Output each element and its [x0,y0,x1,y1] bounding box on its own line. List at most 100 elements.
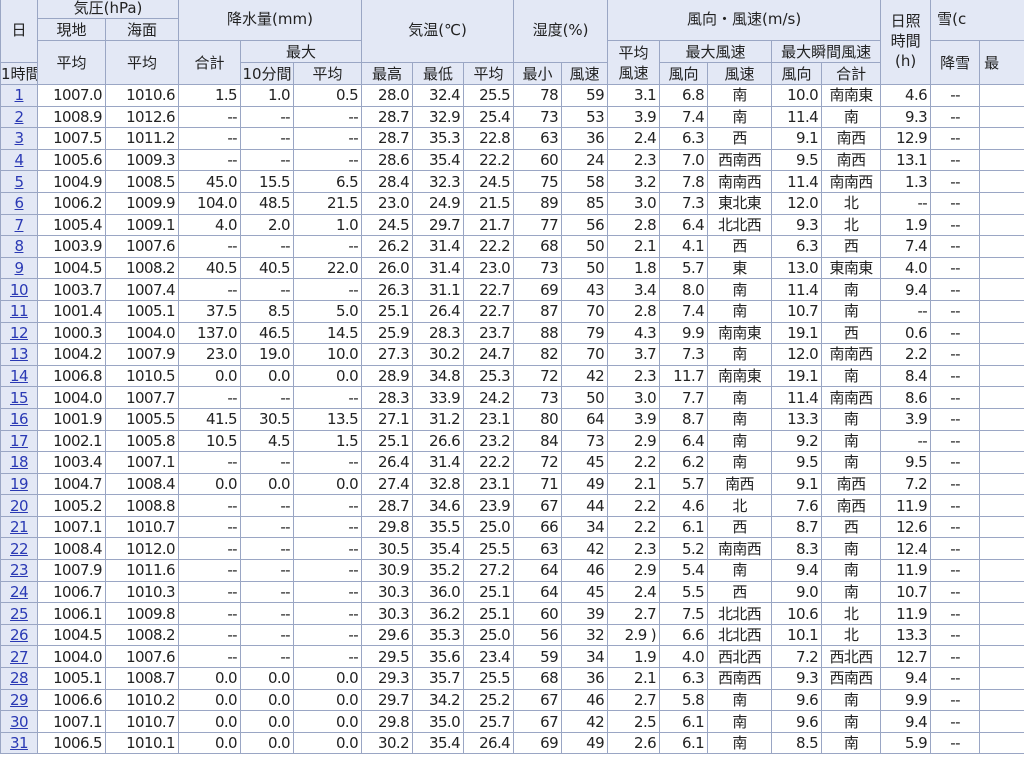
day-link[interactable]: 10 [10,280,28,299]
header-temp-min: 最低 [412,62,465,85]
cell-humidity-avg: 67 [513,688,563,712]
day-link[interactable]: 7 [14,215,25,234]
day-link[interactable]: 6 [14,194,25,213]
day-link[interactable]: 29 [10,690,28,709]
header-day: 日 [0,0,38,63]
cell-wind-avg-speed: 3.0 [607,386,661,409]
day-link[interactable]: 17 [10,431,28,450]
cell-wind-gust-speed: 11.4 [771,278,823,301]
day-link[interactable]: 2 [14,107,25,126]
cell-wind-max-direction: 西 [707,127,773,150]
day-link[interactable]: 3 [14,129,25,148]
cell-wind-max-speed: 6.3 [659,127,709,150]
cell-day: 28 [0,667,38,690]
day-link[interactable]: 31 [10,734,28,753]
cell-precip-total: 41.5 [178,407,241,431]
cell-precip-max-1h: 2.0 [240,213,294,237]
day-link[interactable]: 9 [14,259,25,278]
day-link[interactable]: 26 [10,626,28,645]
table-row: 5 1004.9 1008.5 45.0 15.5 6.5 28.4 32.3 24.5 75 58… [0,170,1024,193]
cell-wind-max-speed: 5.2 [659,537,709,561]
cell-wind-max-direction: 西南西 [707,148,773,172]
day-link[interactable]: 20 [10,496,28,515]
cell-precip-max-1h: 19.0 [240,343,294,366]
cell-precip-total: -- [178,148,241,172]
cell-wind-gust-speed: 9.1 [771,127,823,150]
cell-wind-gust-speed: 9.3 [771,667,823,690]
cell-precip-max-10m: -- [292,278,363,301]
cell-precip-max-1h: 4.5 [240,429,294,453]
cell-temp-avg: 30.3 [361,580,414,604]
cell-wind-avg-speed: 2.5 [607,710,661,733]
header-wind-max-speed: 風速 [561,62,609,85]
cell-sunshine-hours: 9.3 [880,105,932,129]
cell-day: 19 [0,472,38,496]
header-wind-max: 最大風速 [659,40,773,63]
cell-wind-max-direction: 西 [707,580,773,604]
cell-sunshine-hours: 7.4 [880,235,932,258]
day-link[interactable]: 15 [10,388,28,407]
day-link[interactable]: 28 [10,669,28,688]
day-link[interactable]: 24 [10,582,28,601]
cell-precip-total: 45.0 [178,170,241,193]
cell-wind-max-speed: 6.1 [659,515,709,539]
cell-temp-avg: 26.2 [361,235,414,258]
cell-precip-max-10m: 1.5 [292,429,363,453]
cell-wind-avg-speed: 2.2 [607,515,661,539]
day-link[interactable]: 1 [14,86,25,105]
cell-temp-min: 24.2 [463,386,515,409]
cell-precip-max-10m: 0.0 [292,364,363,388]
day-link[interactable]: 22 [10,539,28,558]
cell-snowfall-total: -- [930,278,981,301]
cell-precip-max-1h: 48.5 [240,191,294,215]
day-link[interactable]: 25 [10,604,28,623]
cell-humidity-min: 32 [561,623,609,647]
day-link[interactable]: 11 [10,302,28,321]
cell-humidity-min: 46 [561,688,609,712]
day-link[interactable]: 4 [14,151,25,170]
day-link[interactable]: 5 [14,172,25,191]
cell-temp-min: 25.0 [463,515,515,539]
day-link[interactable]: 27 [10,647,28,666]
cell-wind-avg-speed: 3.1 [607,84,661,107]
cell-snowfall-total: -- [930,386,981,409]
day-link[interactable]: 12 [10,323,28,342]
cell-wind-gust-direction: 北 [821,213,882,237]
cell-day: 27 [0,645,38,669]
day-link[interactable]: 21 [10,518,28,537]
cell-wind-max-speed: 5.4 [659,559,709,582]
table-body: 1 1007.0 1010.6 1.5 1.0 0.5 28.0 32.4 25.5 78 59 3.… [0,84,1024,755]
cell-wind-max-direction: 南南西 [707,537,773,561]
day-link[interactable]: 30 [10,712,28,731]
cell-pressure-sea-avg: 1010.7 [105,515,179,539]
day-link[interactable]: 18 [10,453,28,472]
cell-sunshine-hours: 12.4 [880,537,932,561]
cell-wind-max-speed: 8.7 [659,407,709,431]
day-link[interactable]: 16 [10,410,28,429]
cell-precip-total: -- [178,515,241,539]
cell-humidity-avg: 68 [513,235,563,258]
day-link[interactable]: 14 [10,367,28,386]
cell-pressure-sea-avg: 1009.9 [105,191,179,215]
day-link[interactable]: 23 [10,561,28,580]
day-link[interactable]: 13 [10,345,28,364]
cell-sunshine-hours: 8.6 [880,386,932,409]
cell-humidity-min: 39 [561,602,609,625]
cell-temp-max: 35.3 [412,127,465,150]
cell-humidity-min: 59 [561,84,609,107]
cell-wind-max-direction: 北 [707,494,773,517]
day-link[interactable]: 19 [10,474,28,493]
cell-pressure-station-avg: 1003.4 [37,451,106,474]
cell-humidity-min: 49 [561,472,609,496]
cell-precip-max-10m: -- [292,559,363,582]
table-row: 3 1007.5 1011.2 -- -- -- 28.7 35.3 22.8 63 36 2.4 6.… [0,127,1024,150]
cell-day: 4 [0,148,38,172]
cell-sunshine-hours: 4.0 [880,256,932,280]
cell-pressure-station-avg: 1004.9 [37,170,106,193]
cell-wind-gust-speed: 13.3 [771,407,823,431]
cell-humidity-avg: 78 [513,84,563,107]
cell-precip-total: 104.0 [178,191,241,215]
cell-wind-avg-speed: 2.7 [607,688,661,712]
cell-temp-max: 33.9 [412,386,465,409]
day-link[interactable]: 8 [14,237,25,256]
